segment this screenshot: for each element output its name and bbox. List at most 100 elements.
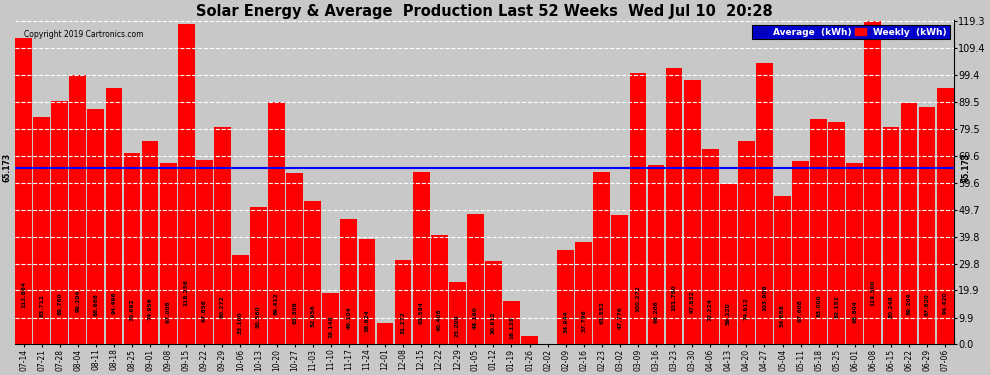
- Bar: [720, 184, 737, 344]
- Text: 94.420: 94.420: [942, 291, 947, 314]
- Text: 119.300: 119.300: [870, 279, 875, 306]
- Bar: [51, 101, 68, 344]
- Text: 70.692: 70.692: [130, 299, 135, 321]
- Bar: [87, 110, 104, 344]
- Bar: [684, 80, 701, 344]
- Text: 86.668: 86.668: [93, 293, 98, 316]
- Bar: [702, 148, 719, 344]
- Text: 63.584: 63.584: [419, 301, 424, 324]
- Bar: [575, 242, 592, 344]
- Bar: [413, 172, 430, 344]
- Text: 74.956: 74.956: [148, 297, 152, 320]
- Bar: [846, 163, 863, 344]
- Text: 33.100: 33.100: [238, 311, 243, 334]
- Text: 63.552: 63.552: [599, 301, 604, 324]
- Bar: [612, 215, 629, 344]
- Bar: [286, 173, 303, 344]
- Bar: [792, 161, 809, 344]
- Text: 89.760: 89.760: [57, 292, 62, 315]
- Bar: [341, 219, 357, 344]
- Bar: [738, 141, 754, 344]
- Bar: [34, 117, 50, 344]
- Bar: [829, 122, 845, 344]
- Text: 38.924: 38.924: [364, 309, 369, 332]
- Text: 80.248: 80.248: [888, 296, 893, 318]
- Text: 83.000: 83.000: [816, 295, 821, 317]
- Text: 97.632: 97.632: [690, 290, 695, 313]
- Text: 65.173: 65.173: [961, 153, 970, 182]
- Text: 50.560: 50.560: [256, 305, 261, 328]
- Text: 118.256: 118.256: [184, 279, 189, 306]
- Bar: [395, 260, 412, 344]
- Bar: [756, 63, 773, 344]
- Bar: [431, 235, 447, 344]
- Bar: [630, 73, 646, 344]
- Bar: [232, 255, 248, 344]
- Bar: [774, 196, 791, 344]
- Text: 112.864: 112.864: [21, 281, 26, 308]
- Bar: [882, 127, 899, 344]
- Bar: [142, 141, 158, 344]
- Text: 101.780: 101.780: [671, 285, 676, 311]
- Text: 94.496: 94.496: [112, 291, 117, 314]
- Bar: [304, 201, 321, 344]
- Text: 83.712: 83.712: [40, 294, 45, 317]
- Text: 99.204: 99.204: [75, 290, 80, 312]
- Text: 30.912: 30.912: [491, 312, 496, 334]
- Text: 16.128: 16.128: [509, 316, 514, 339]
- Bar: [665, 69, 682, 344]
- Text: 67.008: 67.008: [165, 300, 170, 322]
- Bar: [919, 107, 936, 344]
- Text: 100.272: 100.272: [636, 285, 641, 312]
- Text: 52.956: 52.956: [310, 304, 315, 327]
- Bar: [124, 153, 141, 344]
- Text: 40.408: 40.408: [437, 309, 442, 331]
- Legend: Average  (kWh), Weekly  (kWh): Average (kWh), Weekly (kWh): [752, 25, 949, 39]
- Bar: [196, 160, 213, 344]
- Text: 19.148: 19.148: [329, 315, 334, 338]
- Title: Solar Energy & Average  Production Last 52 Weeks  Wed Jul 10  20:28: Solar Energy & Average Production Last 5…: [196, 4, 773, 19]
- Bar: [901, 103, 918, 344]
- Text: 66.804: 66.804: [852, 300, 857, 322]
- Bar: [250, 207, 267, 344]
- Text: Copyright 2019 Cartronics.com: Copyright 2019 Cartronics.com: [24, 30, 144, 39]
- Text: 65.173: 65.173: [3, 153, 12, 182]
- Text: 82.152: 82.152: [835, 295, 840, 318]
- Text: 67.608: 67.608: [798, 300, 803, 322]
- Bar: [467, 214, 484, 344]
- Bar: [15, 38, 32, 344]
- Text: 59.220: 59.220: [726, 303, 731, 325]
- Bar: [323, 292, 340, 344]
- Text: 89.204: 89.204: [907, 293, 912, 315]
- Text: 37.796: 37.796: [581, 309, 586, 332]
- Text: 47.776: 47.776: [618, 306, 623, 329]
- Text: 80.272: 80.272: [220, 296, 225, 318]
- Text: 67.856: 67.856: [202, 300, 207, 322]
- Text: 87.620: 87.620: [925, 293, 930, 316]
- Text: 46.104: 46.104: [346, 307, 351, 329]
- Text: 34.944: 34.944: [563, 310, 568, 333]
- Bar: [358, 239, 375, 344]
- Bar: [448, 282, 465, 344]
- Bar: [106, 88, 123, 344]
- Bar: [557, 250, 574, 344]
- Bar: [376, 323, 393, 344]
- Bar: [268, 102, 285, 344]
- Text: 23.200: 23.200: [454, 314, 459, 337]
- Bar: [810, 119, 827, 344]
- Text: 63.308: 63.308: [292, 301, 297, 324]
- Text: 72.224: 72.224: [708, 298, 713, 321]
- Bar: [521, 336, 538, 344]
- Bar: [69, 75, 86, 344]
- Text: 74.912: 74.912: [743, 297, 748, 320]
- Text: 103.908: 103.908: [762, 284, 767, 310]
- Text: 89.412: 89.412: [274, 292, 279, 315]
- Text: 66.208: 66.208: [653, 300, 658, 323]
- Bar: [864, 21, 881, 344]
- Bar: [937, 88, 953, 344]
- Bar: [503, 301, 520, 344]
- Bar: [593, 172, 610, 344]
- Bar: [214, 127, 231, 344]
- Bar: [159, 163, 176, 344]
- Bar: [178, 24, 195, 344]
